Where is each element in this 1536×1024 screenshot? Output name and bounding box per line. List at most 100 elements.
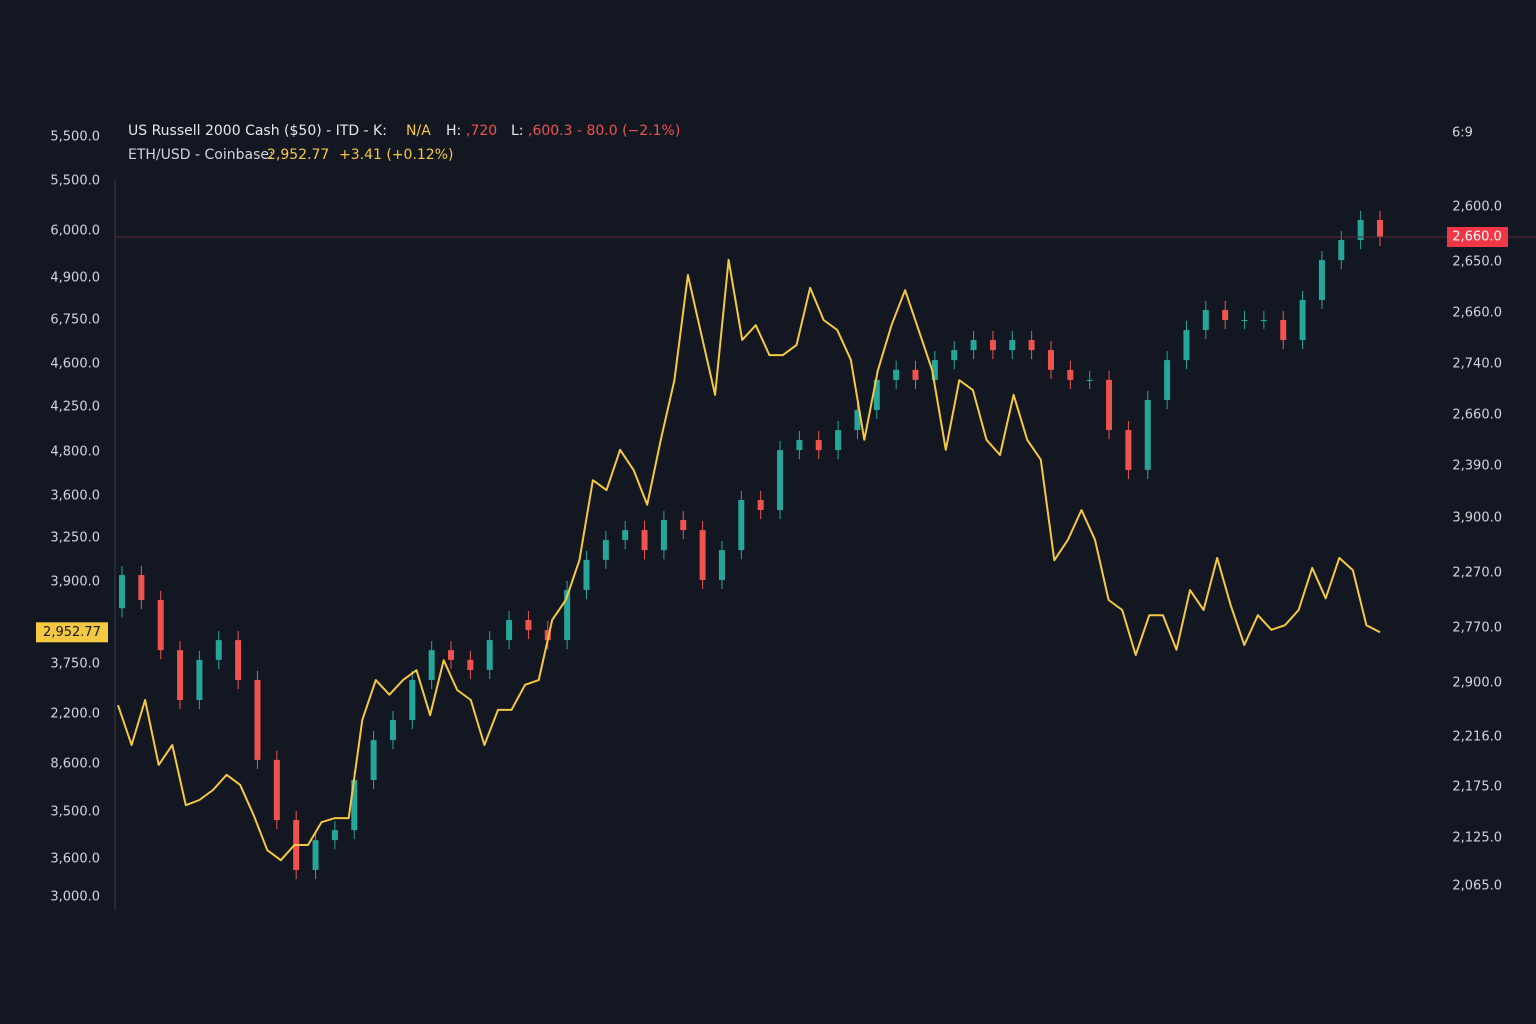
candle-body [1125,430,1132,470]
left-axis-label: 5,500.0 [50,174,100,189]
candle-body [312,840,319,870]
candle-body [951,350,958,361]
candle-body [1144,399,1151,470]
candle-body [718,550,725,580]
candle-body [1241,320,1248,322]
candle-body [796,440,803,451]
candle-body [1280,320,1287,341]
candle-body [1047,350,1054,370]
l-value: ,600.3 - 80.0 (−2.1%) [528,123,680,139]
candle-body [331,830,338,841]
left-axis-label: 8,600.0 [50,757,100,772]
right-axis-label: 2,125.0 [1452,831,1502,846]
left-axis-label: 6,000.0 [50,224,100,239]
right-axis-label: 2,216.0 [1452,730,1502,745]
right-axis-label: 2,600.0 [1452,200,1502,215]
candle-body [989,340,996,351]
candle-body [564,589,571,641]
candle-body [738,499,745,551]
candle-body [506,620,513,641]
left-axis-label: 4,600.0 [50,357,100,372]
candle-body [970,340,977,351]
candle-body [1086,379,1093,381]
candle-body [602,540,609,560]
candle-body [273,759,280,821]
candle-body [641,530,648,551]
candle-body [1357,219,1364,241]
candle-body [873,379,880,410]
left-axis-label: 3,250.0 [50,531,100,546]
candle-body [389,720,396,741]
left-axis-label: 3,000.0 [50,890,100,905]
left-axis-label: 3,900.0 [50,575,100,590]
candle-body [680,520,687,531]
candle-body [448,650,455,660]
line-series [117,258,1381,862]
left-axis-label: 3,750.0 [50,657,100,672]
compare-change: +3.41 (+0.12%) [339,147,453,163]
line-tag: 2,952.77 [43,625,101,640]
candle-body [1164,360,1171,400]
candle-body [215,640,222,660]
left-axis-label: 3,600.0 [50,489,100,504]
right-axis-label: 2,065.0 [1452,879,1502,894]
l-label: L: [511,123,524,139]
candle-body [351,779,358,831]
compare-symbol: ETH/USD - Coinbase: [128,147,274,163]
compare-price: 2,952.77 [267,147,329,163]
candle-body [777,450,784,511]
left-axis-label: 6,750.0 [50,313,100,328]
price-tag-bg [1447,227,1508,248]
right-axis-label: 2,900.0 [1452,676,1502,691]
k-value: N/A [406,123,431,139]
candle-body [583,559,590,590]
candle-body [893,369,900,380]
candle-body [157,599,164,651]
candle-body [1028,340,1035,351]
right-axis-label: 3,900.0 [1452,511,1502,526]
candle-body [835,430,842,451]
h-value: ,720 [466,123,497,139]
plot-area [115,210,1536,880]
candle-body [854,409,861,431]
candle-body [1260,320,1267,322]
candle-body [177,650,184,701]
candle-body [467,659,474,670]
line-tag-bg [36,622,108,643]
candle-body [1318,260,1325,300]
corner-label: 6:9 [1452,126,1473,141]
candle-body [196,659,203,701]
candle-body [119,575,125,609]
h-label: H: [446,123,461,139]
candle-body [931,360,938,380]
symbol-title: US Russell 2000 Cash ($50) - ITD - K: [128,123,387,139]
candle-body [1106,379,1113,431]
left-axis-label: 4,800.0 [50,445,100,460]
candle-body [1009,340,1016,351]
candle-body [757,499,764,511]
candle-body [622,530,629,541]
candle-body [428,650,435,680]
candle-body [1299,299,1306,341]
candle-body [1377,219,1383,238]
right-axis-label: 2,660.0 [1452,408,1502,423]
candle-body [525,620,532,631]
left-axis-label: 4,250.0 [50,400,100,415]
left-axis-label: 4,900.0 [50,271,100,286]
right-axis-label: 2,650.0 [1452,255,1502,270]
candle-body [1222,309,1229,321]
right-axis-label: 2,740.0 [1452,357,1502,372]
left-axis-label: 2,200.0 [50,707,100,722]
candle-body [1067,369,1074,380]
left-axis-label: 3,600.0 [50,852,100,867]
candle-body [699,530,706,580]
right-axis-label: 2,390.0 [1452,459,1502,474]
right-axis-label: 2,175.0 [1452,780,1502,795]
candle-body [486,640,493,670]
candle-body [370,740,377,780]
candle-body [1183,330,1190,361]
price-tag: 2,660.0 [1452,230,1502,245]
left-axis-label: 3,500.0 [50,805,100,820]
